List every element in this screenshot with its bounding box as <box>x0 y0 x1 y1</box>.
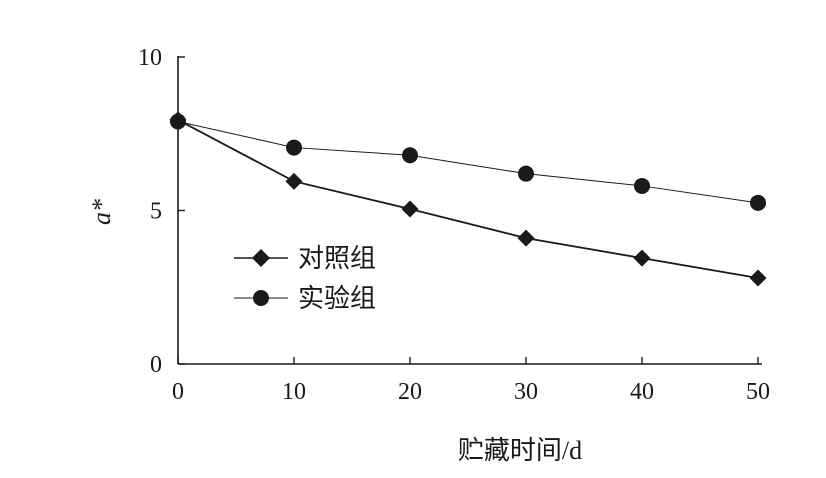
data-point-experiment <box>634 177 650 194</box>
data-point-experiment <box>750 194 766 211</box>
x-tick-label: 30 <box>514 379 538 405</box>
axes <box>177 56 762 365</box>
y-axis-title: a* <box>87 199 116 225</box>
data-point-experiment <box>286 139 302 156</box>
x-tick-label: 40 <box>630 379 654 405</box>
data-point-control <box>401 200 419 218</box>
legend-item-experiment: 实验组 <box>234 284 376 313</box>
x-tick-label: 50 <box>746 379 770 405</box>
data-point-control <box>749 269 767 287</box>
y-tick-label: 10 <box>138 45 162 71</box>
series-markers <box>169 111 767 287</box>
legend-marker-experiment <box>253 290 269 306</box>
series-line-experiment <box>177 120 759 204</box>
y-tick-label: 0 <box>150 352 162 378</box>
series-lines <box>177 119 759 279</box>
legend-label-experiment: 实验组 <box>298 284 376 313</box>
data-point-control <box>285 172 303 190</box>
ticks: 0 10 20 30 40 50 0 5 10 <box>138 45 770 405</box>
x-tick-label: 10 <box>282 379 306 405</box>
legend-label-control: 对照组 <box>298 244 376 273</box>
data-point-experiment <box>170 113 186 130</box>
x-axis-title: 贮藏时间/d <box>458 436 582 465</box>
data-point-control <box>633 249 651 267</box>
data-point-control <box>517 229 535 247</box>
data-point-experiment <box>402 147 418 164</box>
legend: 对照组 实验组 <box>234 244 376 313</box>
y-tick-label: 5 <box>150 199 162 225</box>
legend-marker-control <box>252 249 270 267</box>
series-line-control <box>177 119 759 279</box>
x-tick-label: 20 <box>398 379 422 405</box>
data-point-experiment <box>518 165 534 182</box>
legend-item-control: 对照组 <box>234 244 376 273</box>
x-tick-label: 0 <box>172 379 184 405</box>
